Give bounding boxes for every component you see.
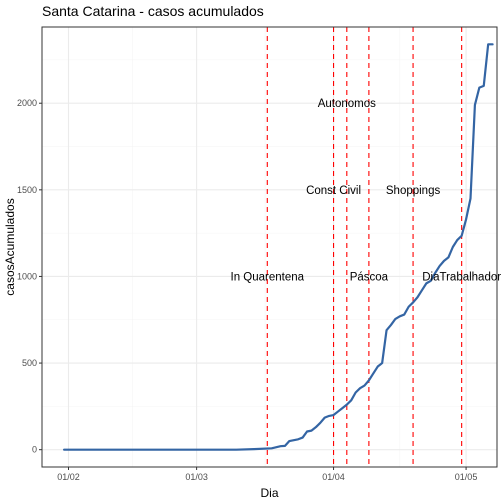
y-axis: 0 500 1000 1500 2000 xyxy=(17,98,42,455)
chart-title: Santa Catarina - casos acumulados xyxy=(42,3,264,19)
x-tick-label: 01/03 xyxy=(185,472,208,482)
minor-gridlines xyxy=(42,27,497,467)
plot-panel xyxy=(42,27,497,467)
y-tick-label: 0 xyxy=(32,445,37,455)
event-label: DiaTrabalhador xyxy=(422,271,501,283)
y-tick-label: 1500 xyxy=(17,185,37,195)
series-line xyxy=(62,43,494,451)
event-label: Shoppings xyxy=(386,185,441,197)
y-tick-label: 2000 xyxy=(17,98,37,108)
x-tick-label: 01/02 xyxy=(57,472,80,482)
y-axis-title: casosAcumulados xyxy=(3,198,17,295)
plot-border xyxy=(41,26,498,468)
event-label: Autonomos xyxy=(318,98,376,110)
x-axis-title: Dia xyxy=(260,486,278,500)
series-layer xyxy=(62,43,494,451)
event-label: Páscoa xyxy=(350,271,389,283)
y-tick-label: 500 xyxy=(22,358,37,368)
event-labels: In Quarentena Const Civil Autonomos Páscoa S… xyxy=(231,98,502,283)
x-tick-label: 01/04 xyxy=(322,472,345,482)
event-label: Const Civil xyxy=(306,185,361,197)
event-label: In Quarentena xyxy=(231,271,305,283)
y-tick-label: 1000 xyxy=(17,271,37,281)
x-axis: 01/02 01/03 01/04 01/05 xyxy=(57,467,477,482)
x-tick-label: 01/05 xyxy=(455,472,478,482)
event-lines xyxy=(266,27,463,467)
